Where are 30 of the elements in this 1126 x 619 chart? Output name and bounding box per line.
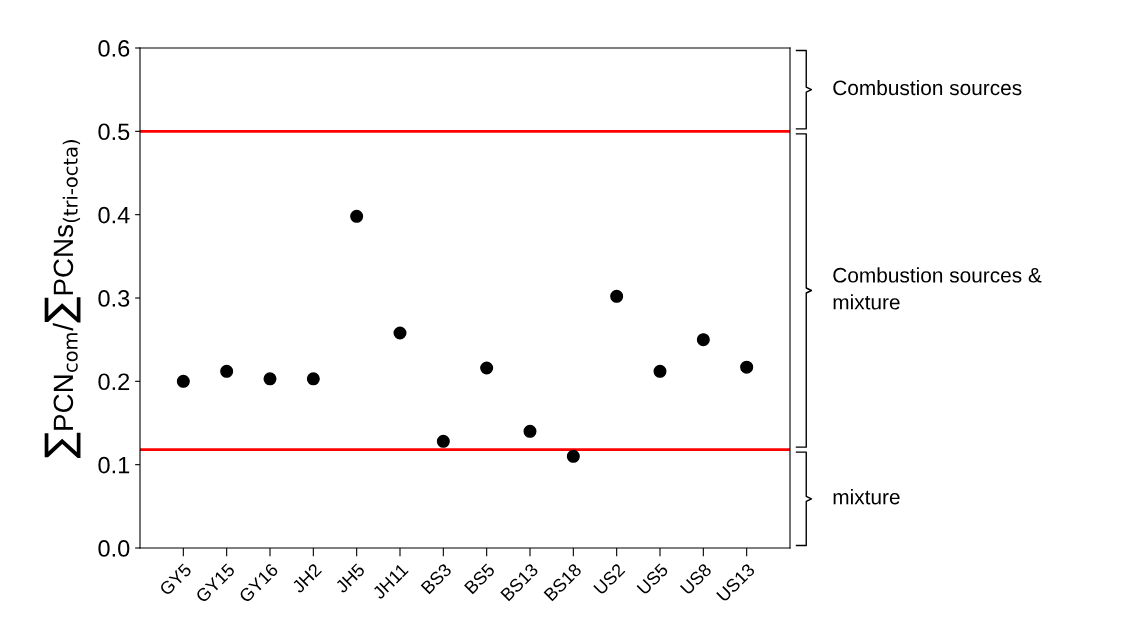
- point: [436, 434, 450, 448]
- point: [523, 424, 537, 438]
- point: [480, 361, 494, 375]
- y-tick-label: 0.3: [98, 290, 130, 307]
- y-tick-label: 0.0: [98, 540, 130, 557]
- y-tick-label: 0.5: [98, 123, 130, 141]
- point: [350, 209, 364, 223]
- x-tick-label: US8: [679, 562, 713, 596]
- x-tick-label: JH2: [291, 562, 323, 594]
- text: Combustion sources: [833, 79, 1022, 96]
- text: Combustion sources & mixture: [833, 267, 1042, 310]
- point: [653, 364, 667, 378]
- point: [740, 360, 754, 374]
- x-tick-label: JH5: [334, 562, 366, 594]
- x-tick-label: US2: [593, 562, 626, 596]
- point: [566, 449, 580, 463]
- point: [696, 333, 710, 347]
- y-tick-label: 0.6: [98, 40, 130, 57]
- text: mixture: [833, 489, 900, 505]
- y-tick-label: 0.4: [98, 206, 130, 224]
- x-tick-label: BS3: [420, 562, 453, 595]
- y-tick-label: 0.1: [98, 456, 130, 474]
- point: [220, 364, 234, 378]
- point: [610, 289, 624, 303]
- point: [306, 372, 320, 386]
- y-tick-label: 0.2: [98, 373, 130, 391]
- y-axis-title: ∑PCN$_{com}$/∑PCNs$_{(tri-octa)}$: [44, 140, 81, 458]
- point: [393, 326, 407, 340]
- point: [263, 372, 277, 386]
- point: [176, 374, 190, 388]
